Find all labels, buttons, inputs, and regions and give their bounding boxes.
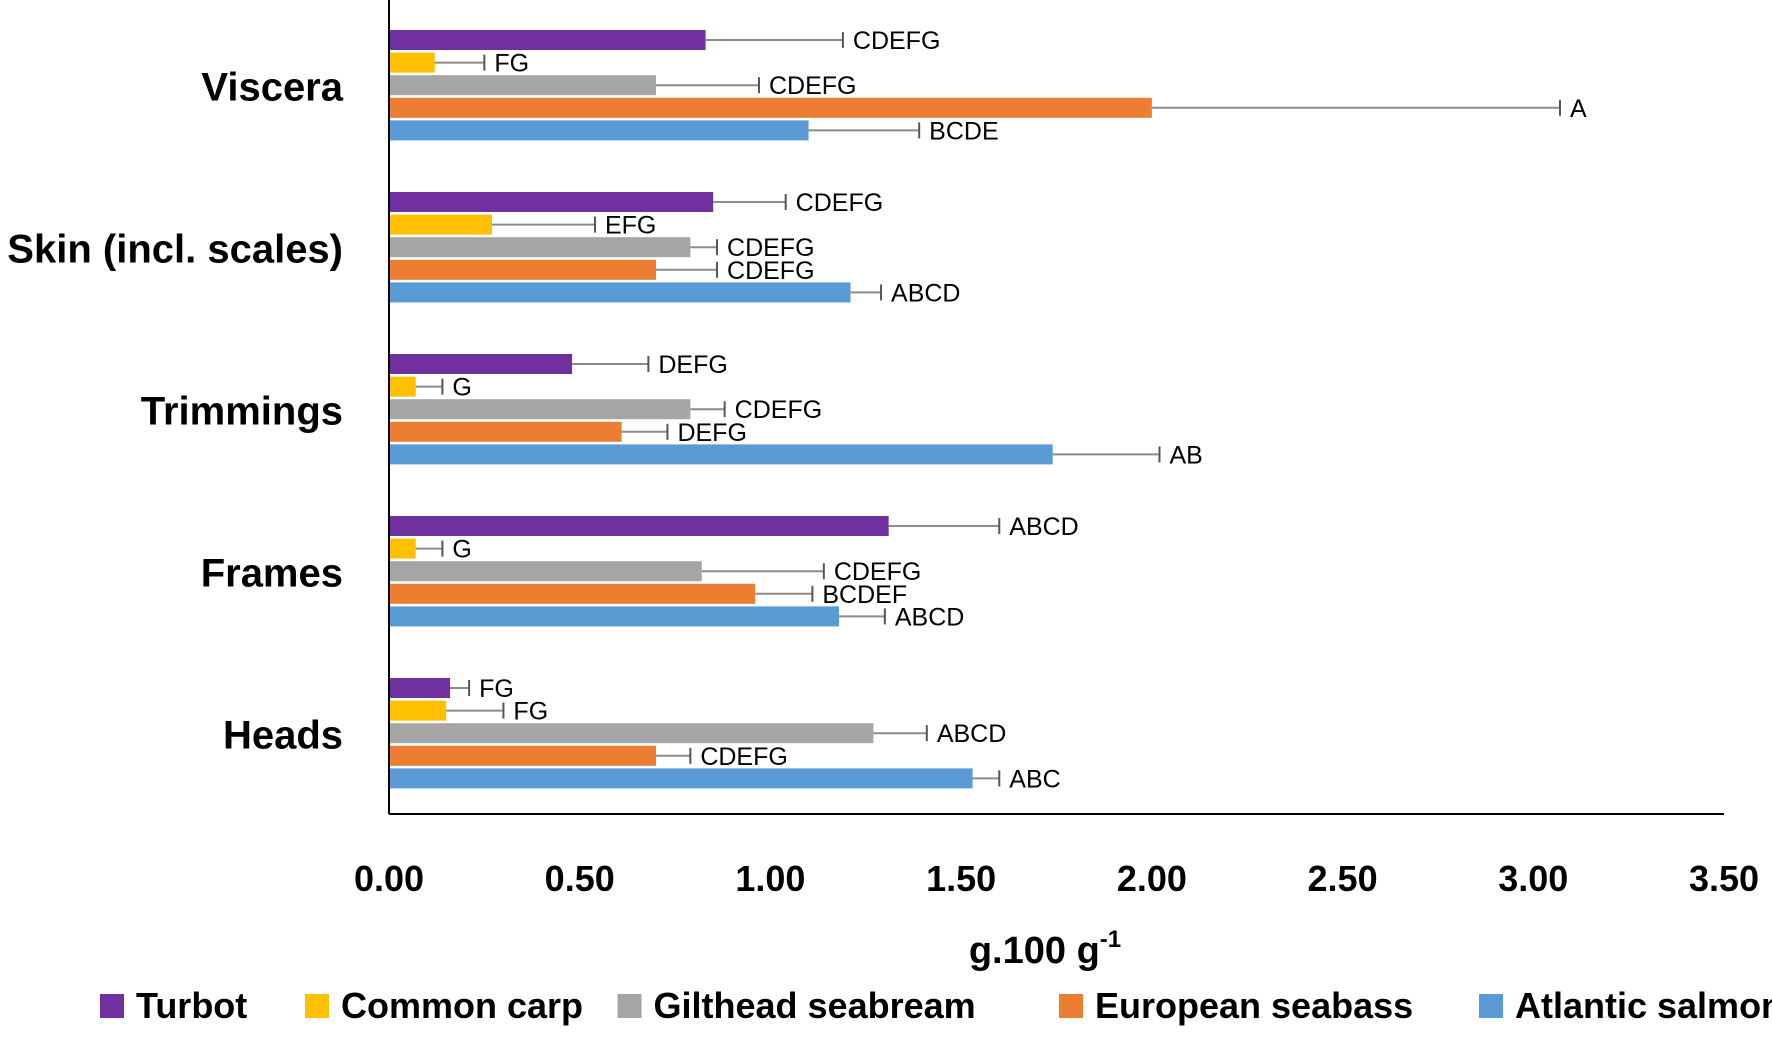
bar-viscera-gilthead-seabream bbox=[389, 75, 656, 96]
bar-skin-incl-scales-gilthead-seabream-letter: CDEFG bbox=[727, 234, 815, 262]
bar-viscera-atlantic-salmon bbox=[389, 120, 809, 141]
bar-viscera-gilthead-seabream-letter: CDEFG bbox=[769, 72, 857, 100]
bar-viscera-common-carp-letter: FG bbox=[494, 50, 529, 78]
bar-frames-gilthead-seabream-letter: CDEFG bbox=[834, 558, 922, 586]
legend-label-common-carp: Common carp bbox=[341, 985, 583, 1026]
bar-skin-incl-scales-european-seabass bbox=[389, 259, 656, 280]
bar-trimmings-european-seabass-letter: DEFG bbox=[677, 419, 746, 447]
bar-viscera-common-carp bbox=[389, 52, 435, 73]
bar-frames-european-seabass bbox=[389, 583, 756, 604]
x-tick-label-2: 1.00 bbox=[735, 858, 805, 899]
bar-heads-common-carp bbox=[389, 700, 447, 721]
bar-skin-incl-scales-turbot-letter: CDEFG bbox=[796, 189, 884, 217]
legend-label-gilthead-seabream: Gilthead seabream bbox=[654, 985, 976, 1026]
category-label-heads: Heads bbox=[223, 714, 343, 758]
category-label-skin-incl-scales: Skin (incl. scales) bbox=[7, 228, 343, 272]
bar-heads-turbot-letter: FG bbox=[479, 675, 514, 703]
bar-heads-atlantic-salmon bbox=[389, 768, 973, 789]
bar-skin-incl-scales-turbot bbox=[389, 192, 714, 212]
bar-viscera-turbot bbox=[389, 30, 706, 50]
x-tick-label-6: 3.00 bbox=[1498, 858, 1568, 899]
legend: Turbot Common carp Gilthead seabream Europe… bbox=[100, 985, 1772, 1026]
bar-heads-atlantic-salmon-letter: ABC bbox=[1009, 765, 1060, 793]
bar-heads-common-carp-letter: FG bbox=[513, 698, 548, 726]
bar-skin-incl-scales-atlantic-salmon-letter: ABCD bbox=[891, 279, 960, 307]
legend-label-turbot: Turbot bbox=[136, 985, 247, 1026]
x-axis-title: g.100 g-1 bbox=[969, 926, 1121, 972]
bar-viscera-european-seabass bbox=[389, 97, 1152, 118]
x-tick-label-7: 3.50 bbox=[1689, 858, 1759, 899]
legend-swatch-gilthead-seabream bbox=[617, 994, 642, 1018]
bar-trimmings-turbot-letter: DEFG bbox=[658, 351, 727, 379]
axes-layer bbox=[388, 0, 1724, 815]
bar-trimmings-common-carp bbox=[389, 376, 416, 397]
legend-swatch-common-carp bbox=[305, 994, 329, 1018]
bar-skin-incl-scales-common-carp bbox=[389, 214, 492, 235]
x-tick-label-0: 0.00 bbox=[354, 858, 424, 899]
x-tick-label-5: 2.50 bbox=[1308, 858, 1378, 899]
bar-skin-incl-scales-gilthead-seabream bbox=[389, 237, 691, 258]
x-tick-label-4: 2.00 bbox=[1117, 858, 1187, 899]
category-label-viscera: Viscera bbox=[201, 66, 343, 110]
bar-trimmings-gilthead-seabream bbox=[389, 399, 691, 420]
bar-heads-gilthead-seabream bbox=[389, 723, 874, 744]
x-axis-title-main: g.100 g bbox=[969, 930, 1100, 972]
legend-swatch-turbot bbox=[100, 994, 124, 1018]
bar-viscera-atlantic-salmon-letter: BCDE bbox=[929, 117, 998, 145]
bar-frames-turbot bbox=[389, 516, 889, 536]
bar-skin-incl-scales-atlantic-salmon bbox=[389, 282, 851, 303]
bar-trimmings-atlantic-salmon-letter: AB bbox=[1169, 441, 1202, 469]
legend-swatch-european-seabass bbox=[1059, 994, 1083, 1018]
bar-frames-turbot-letter: ABCD bbox=[1009, 513, 1078, 541]
category-label-frames: Frames bbox=[201, 552, 343, 596]
legend-swatch-atlantic-salmon bbox=[1479, 994, 1503, 1018]
category-label-trimmings: Trimmings bbox=[141, 390, 343, 434]
x-tick-labels: 0.00 0.50 1.00 1.50 2.00 2.50 3.00 3.50 bbox=[354, 858, 1759, 899]
bar-frames-european-seabass-letter: BCDEF bbox=[822, 581, 907, 609]
legend-label-atlantic-salmon: Atlantic salmon bbox=[1515, 985, 1772, 1026]
bar-frames-gilthead-seabream bbox=[389, 561, 702, 582]
bars-layer: CDEFGFGCDEFGABCDECDEFGEFGCDEFGCDEFGABCDD… bbox=[389, 27, 1587, 793]
bar-heads-european-seabass bbox=[389, 745, 656, 766]
bar-trimmings-european-seabass bbox=[389, 421, 622, 442]
bar-frames-common-carp-letter: G bbox=[452, 536, 471, 564]
bar-skin-incl-scales-european-seabass-letter: CDEFG bbox=[727, 257, 815, 285]
bar-frames-atlantic-salmon-letter: ABCD bbox=[895, 603, 964, 631]
bar-skin-incl-scales-common-carp-letter: EFG bbox=[605, 212, 656, 240]
bar-frames-atlantic-salmon bbox=[389, 606, 840, 627]
legend-label-european-seabass: European seabass bbox=[1095, 985, 1413, 1026]
bar-viscera-european-seabass-letter: A bbox=[1570, 95, 1587, 123]
bar-frames-common-carp bbox=[389, 538, 416, 559]
x-tick-label-1: 0.50 bbox=[545, 858, 615, 899]
category-labels: Viscera Skin (incl. scales) Trimmings Frame… bbox=[7, 66, 343, 758]
x-tick-label-3: 1.50 bbox=[926, 858, 996, 899]
bar-trimmings-turbot bbox=[389, 354, 573, 374]
bar-trimmings-common-carp-letter: G bbox=[452, 374, 471, 402]
bar-viscera-turbot-letter: CDEFG bbox=[853, 27, 941, 55]
x-axis-title-superscript: -1 bbox=[1100, 926, 1121, 953]
bar-heads-european-seabass-letter: CDEFG bbox=[700, 743, 788, 771]
bar-heads-turbot bbox=[389, 678, 451, 698]
bar-heads-gilthead-seabream-letter: ABCD bbox=[937, 720, 1006, 748]
bar-trimmings-atlantic-salmon bbox=[389, 444, 1053, 465]
bar-trimmings-gilthead-seabream-letter: CDEFG bbox=[735, 396, 823, 424]
